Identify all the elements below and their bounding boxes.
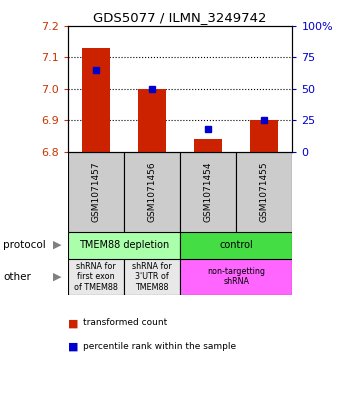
Text: GSM1071456: GSM1071456 [148, 162, 157, 222]
Text: ▶: ▶ [53, 240, 61, 250]
Bar [194, 140, 222, 152]
Title: GDS5077 / ILMN_3249742: GDS5077 / ILMN_3249742 [94, 11, 267, 24]
Text: GSM1071455: GSM1071455 [260, 162, 269, 222]
Text: percentile rank within the sample: percentile rank within the sample [83, 342, 236, 351]
Text: ▶: ▶ [53, 272, 61, 282]
Text: other: other [3, 272, 31, 282]
Bar [250, 120, 278, 152]
Bar [124, 259, 180, 295]
Bar [68, 152, 124, 231]
Bar [180, 259, 292, 295]
Text: TMEM88 depletion: TMEM88 depletion [79, 240, 169, 250]
Text: ■: ■ [68, 342, 79, 352]
Text: shRNA for
first exon
of TMEM88: shRNA for first exon of TMEM88 [74, 262, 118, 292]
Bar [68, 259, 124, 295]
Text: GSM1071454: GSM1071454 [204, 162, 213, 222]
Bar [68, 231, 180, 259]
Text: control: control [219, 240, 253, 250]
Text: transformed count: transformed count [83, 318, 168, 327]
Text: protocol: protocol [3, 240, 46, 250]
Bar [180, 231, 292, 259]
Text: ■: ■ [68, 318, 79, 328]
Bar [82, 48, 110, 152]
Bar [180, 152, 236, 231]
Bar [138, 89, 166, 152]
Bar [236, 152, 292, 231]
Text: non-targetting
shRNA: non-targetting shRNA [207, 267, 265, 286]
Bar [124, 152, 180, 231]
Text: shRNA for
3'UTR of
TMEM88: shRNA for 3'UTR of TMEM88 [132, 262, 172, 292]
Text: GSM1071457: GSM1071457 [91, 162, 101, 222]
